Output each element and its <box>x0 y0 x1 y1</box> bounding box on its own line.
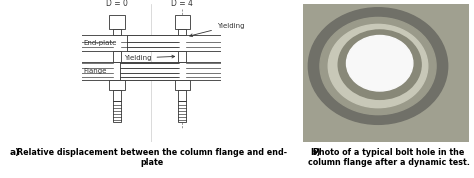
Text: Photo of a typical bolt hole in the
column flange after a dynamic test.: Photo of a typical bolt hole in the colu… <box>308 148 470 167</box>
Circle shape <box>346 35 413 91</box>
Bar <box>55 35 180 51</box>
Text: Yielding: Yielding <box>124 55 174 61</box>
Bar <box>55 62 180 80</box>
Circle shape <box>328 24 428 108</box>
Circle shape <box>320 17 436 115</box>
Text: Relative displacement between the column flange and end-
plate: Relative displacement between the column… <box>17 148 287 167</box>
Text: Yielding: Yielding <box>190 23 245 37</box>
Bar <box>113 28 121 35</box>
Bar <box>113 90 121 101</box>
Bar <box>120 62 245 80</box>
Text: a): a) <box>9 148 20 157</box>
Text: b): b) <box>310 148 321 157</box>
Bar <box>178 28 186 35</box>
Text: End-plate: End-plate <box>83 40 116 46</box>
Bar <box>127 35 245 51</box>
Circle shape <box>308 8 447 124</box>
Bar <box>174 15 190 28</box>
Bar <box>178 51 186 62</box>
Text: D = 0: D = 0 <box>106 0 128 8</box>
Bar <box>178 101 186 122</box>
Bar <box>109 15 125 28</box>
Bar <box>178 90 186 101</box>
Bar <box>113 51 121 62</box>
Bar <box>174 80 190 90</box>
Text: D = 4: D = 4 <box>171 0 193 8</box>
Bar <box>109 80 125 90</box>
Text: Flange: Flange <box>83 68 106 74</box>
Circle shape <box>338 30 421 99</box>
Bar <box>113 101 121 122</box>
